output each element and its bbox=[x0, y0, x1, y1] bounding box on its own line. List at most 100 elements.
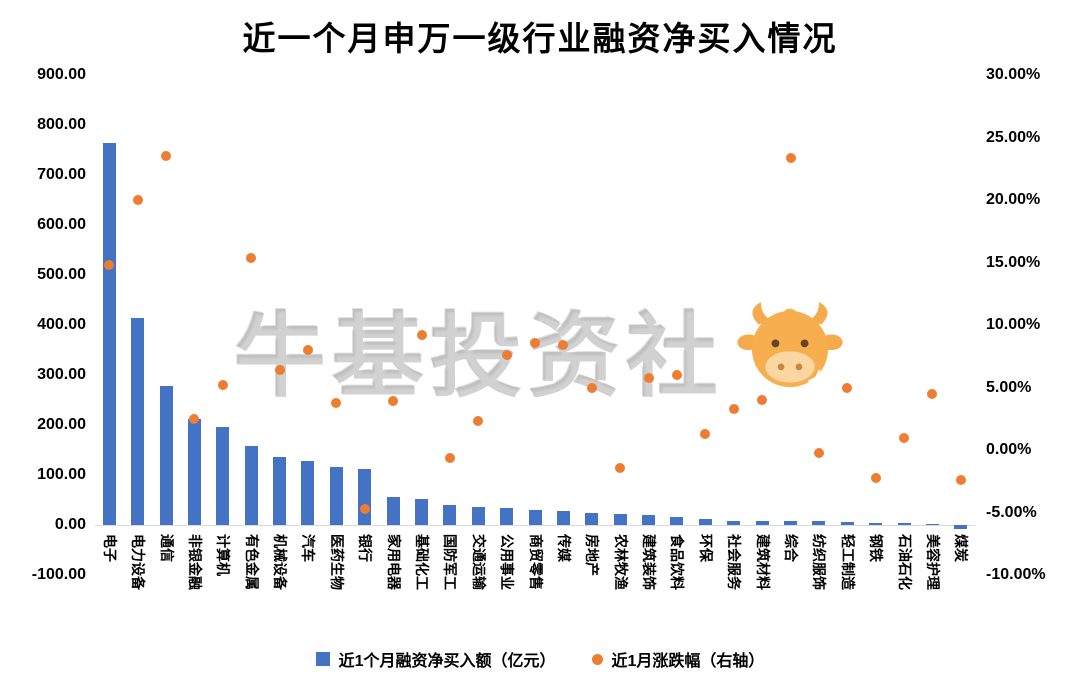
bar bbox=[273, 456, 286, 525]
dot bbox=[785, 152, 796, 163]
bar bbox=[358, 469, 372, 525]
left-axis-tick: 100.00 bbox=[37, 466, 86, 483]
x-axis-label: 美容护理 bbox=[924, 534, 941, 590]
x-axis-label: 钢铁 bbox=[868, 534, 885, 562]
dot bbox=[444, 452, 455, 463]
x-axis-label: 石油石化 bbox=[896, 534, 913, 590]
left-axis-tick: -100.00 bbox=[31, 566, 86, 583]
x-axis-label: 国防军工 bbox=[442, 534, 459, 590]
x-axis-label: 计算机 bbox=[215, 534, 232, 576]
bar bbox=[925, 524, 939, 525]
x-axis-label: 机械设备 bbox=[272, 534, 288, 590]
x-axis-label: 纺织服饰 bbox=[811, 534, 828, 590]
bar bbox=[755, 521, 769, 525]
x-axis-label: 电子 bbox=[101, 534, 118, 562]
bar bbox=[897, 523, 911, 525]
bar bbox=[216, 427, 230, 525]
dot bbox=[586, 382, 597, 393]
dot bbox=[189, 413, 200, 424]
dot bbox=[842, 382, 853, 393]
chart-title: 近一个月申万一级行业融资净买入情况 bbox=[242, 20, 838, 57]
bar bbox=[244, 446, 258, 525]
left-axis-tick: 400.00 bbox=[37, 316, 86, 333]
dot bbox=[813, 447, 824, 458]
x-axis-label: 农林牧渔 bbox=[612, 534, 629, 590]
x-axis-label: 社会服务 bbox=[726, 534, 743, 590]
dot bbox=[302, 345, 313, 355]
dot bbox=[274, 365, 285, 375]
dot bbox=[388, 396, 399, 407]
x-axis-label: 食品饮料 bbox=[669, 534, 686, 590]
x-axis-label: 基础化工 bbox=[414, 534, 430, 590]
x-axis-label: 家用电器 bbox=[385, 534, 402, 590]
left-axis-tick: 900.00 bbox=[37, 66, 86, 83]
x-axis-label: 建筑材料 bbox=[754, 534, 771, 590]
bar bbox=[415, 498, 428, 525]
right-axis-tick: 10.00% bbox=[986, 316, 1041, 333]
bar bbox=[698, 519, 712, 525]
dot bbox=[671, 370, 682, 380]
left-axis-tick: 200.00 bbox=[37, 416, 86, 433]
x-axis-label: 环保 bbox=[697, 534, 714, 562]
left-axis-tick: 500.00 bbox=[37, 266, 86, 283]
dot bbox=[473, 416, 484, 427]
dot bbox=[246, 252, 257, 263]
dot bbox=[955, 475, 966, 485]
dot bbox=[359, 503, 370, 514]
bar bbox=[642, 515, 655, 525]
x-axis-label: 房地产 bbox=[584, 534, 601, 576]
bar bbox=[471, 506, 485, 525]
x-axis-label: 电力设备 bbox=[130, 534, 147, 590]
dot bbox=[501, 350, 512, 360]
x-axis-label: 轻工制造 bbox=[839, 534, 856, 590]
bar bbox=[954, 525, 968, 529]
bar bbox=[670, 517, 684, 525]
bar bbox=[556, 511, 570, 525]
bar bbox=[102, 142, 116, 525]
bar bbox=[869, 522, 883, 525]
bar bbox=[528, 510, 542, 525]
x-axis-label: 银行 bbox=[357, 534, 374, 562]
bar bbox=[131, 317, 145, 525]
legend-item-bars: 近1个月融资净买入额（亿元） bbox=[315, 647, 556, 671]
bull-mascot-icon bbox=[737, 301, 843, 393]
dot bbox=[615, 462, 626, 473]
dot bbox=[700, 428, 711, 439]
x-axis-label: 建筑装饰 bbox=[641, 534, 657, 590]
dot bbox=[870, 472, 881, 483]
bar bbox=[784, 521, 797, 525]
left-axis-tick: 700.00 bbox=[37, 166, 86, 183]
x-axis-label: 汽车 bbox=[300, 534, 317, 562]
dot bbox=[558, 340, 569, 350]
bar bbox=[329, 466, 343, 525]
dot bbox=[331, 397, 342, 408]
legend-item-dots: 近1月涨跌幅（右轴） bbox=[591, 647, 765, 671]
left-axis-tick: 0.00 bbox=[54, 516, 86, 533]
x-axis-label: 医药生物 bbox=[328, 534, 345, 590]
bar bbox=[386, 496, 400, 525]
bar bbox=[301, 461, 315, 525]
x-axis-label: 煤炭 bbox=[953, 534, 970, 562]
x-axis-label: 商贸零售 bbox=[527, 534, 544, 590]
right-axis-tick: -10.00% bbox=[986, 566, 1046, 583]
bar bbox=[840, 521, 854, 525]
x-axis-label: 公用事业 bbox=[499, 534, 516, 590]
dot bbox=[104, 260, 115, 270]
dot bbox=[927, 388, 938, 399]
bar bbox=[443, 504, 457, 525]
x-axis-label: 传媒 bbox=[555, 534, 572, 562]
right-axis-tick: -5.00% bbox=[986, 503, 1037, 521]
dot bbox=[161, 151, 171, 162]
bar bbox=[159, 386, 173, 525]
bar bbox=[727, 520, 741, 525]
legend-label-bars: 近1个月融资净买入额（亿元） bbox=[338, 653, 556, 670]
dot bbox=[416, 330, 427, 340]
bar bbox=[812, 521, 826, 525]
dot bbox=[643, 372, 654, 383]
bar bbox=[613, 514, 627, 525]
right-axis-tick: 15.00% bbox=[986, 253, 1041, 271]
right-axis-tick: 25.00% bbox=[986, 128, 1041, 146]
legend-label-dots: 近1月涨跌幅（右轴） bbox=[611, 653, 765, 670]
x-axis-label: 有色金属 bbox=[243, 534, 260, 590]
